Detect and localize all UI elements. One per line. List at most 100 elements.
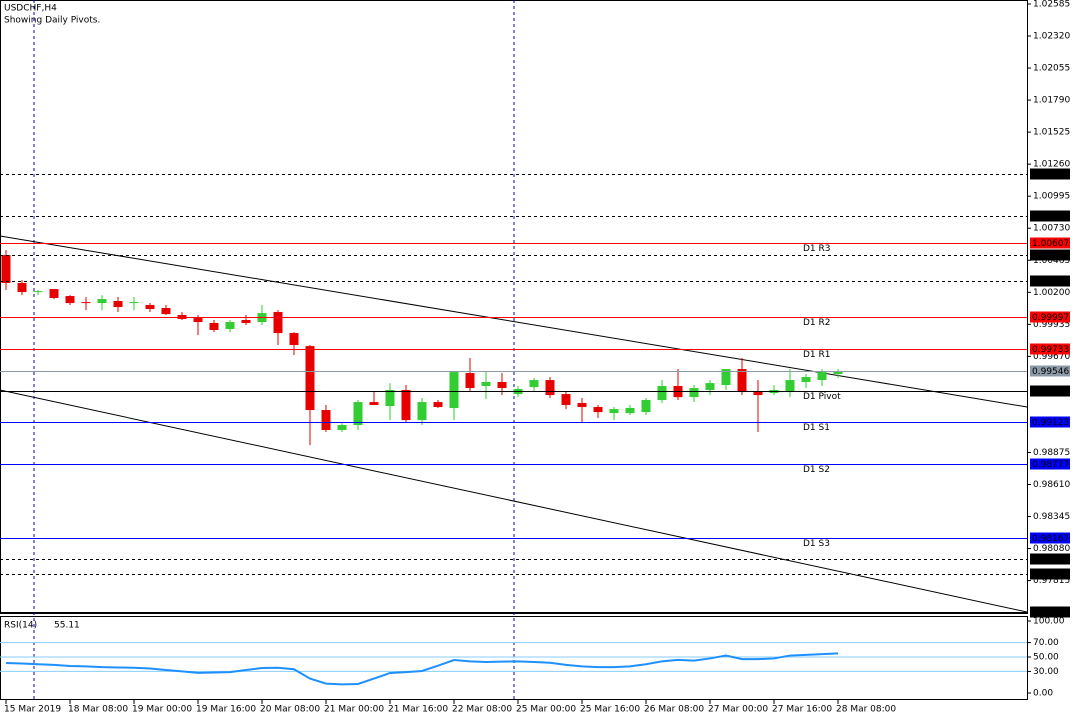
candle-body <box>753 392 763 396</box>
level-box-label: 1.00512 <box>1032 251 1069 261</box>
level-box <box>1030 606 1070 618</box>
level-box <box>1030 210 1070 222</box>
candle-body <box>417 402 427 421</box>
candle-body <box>321 410 331 430</box>
candle-body <box>545 380 555 396</box>
level-box-label: 0.99546 <box>1032 367 1069 377</box>
level-name: D1 S1 <box>803 423 830 433</box>
x-tick-label: 22 Mar 08:00 <box>452 705 512 715</box>
candle-body <box>737 369 747 393</box>
x-tick-label: 21 Mar 00:00 <box>324 705 384 715</box>
candle-body <box>385 389 395 407</box>
y-tick-label: 1.00465 <box>1033 256 1070 266</box>
y-tick-label: 1.00200 <box>1033 288 1070 298</box>
rsi-title: RSI(14) <box>4 621 37 631</box>
level-box <box>1030 553 1070 565</box>
y-tick-label: 1.01790 <box>1033 96 1070 106</box>
candle-body <box>65 296 75 304</box>
level-name: D1 S2 <box>803 465 830 475</box>
level-box-label: 0.98777 <box>1032 460 1069 470</box>
level-box <box>1030 168 1070 180</box>
x-tick-label: 27 Mar 16:00 <box>772 705 832 715</box>
level-box <box>1030 458 1070 470</box>
candle-body <box>833 371 843 375</box>
x-tick-label: 21 Mar 16:00 <box>388 705 448 715</box>
level-box-label: 1.01175 <box>1032 170 1069 180</box>
candle-body <box>97 299 107 304</box>
candle-body <box>241 319 251 324</box>
candle-body <box>113 300 123 308</box>
level-box <box>1030 416 1070 428</box>
level-name: D1 Pivot <box>803 392 841 402</box>
x-tick-label: 19 Mar 16:00 <box>196 705 256 715</box>
candle-body <box>209 323 219 331</box>
candle-body <box>465 373 475 389</box>
candle-body <box>129 302 139 304</box>
candle-body <box>17 282 27 293</box>
level-box <box>1030 311 1070 323</box>
x-tick-label: 20 Mar 08:00 <box>260 705 320 715</box>
rsi-y-tick-label: 30.00 <box>1033 667 1059 677</box>
chart-subtitle: Showing Daily Pivots. <box>4 16 100 26</box>
rsi-y-tick-label: 0.00 <box>1033 689 1053 699</box>
candle-body <box>305 346 315 411</box>
y-tick-label: 0.98610 <box>1033 480 1070 490</box>
level-box-label: 1.00607 <box>1032 239 1069 249</box>
candle-body <box>33 291 43 293</box>
candle-body <box>225 322 235 330</box>
y-tick-label: 1.02055 <box>1033 64 1070 74</box>
candle-body <box>785 380 795 393</box>
channel-line <box>0 389 1028 613</box>
candle-body <box>161 308 171 315</box>
candle-body <box>353 402 363 426</box>
y-tick-label: 0.98080 <box>1033 544 1070 554</box>
y-tick-label: 1.00995 <box>1033 192 1070 202</box>
y-tick-label: 0.99670 <box>1033 352 1070 362</box>
x-tick-label: 18 Mar 08:00 <box>68 705 128 715</box>
y-tick-label: 1.01525 <box>1033 128 1070 138</box>
level-box <box>1030 532 1070 544</box>
candle-body <box>449 372 459 408</box>
level-box-label: 0.99997 <box>1032 313 1069 323</box>
level-name: D1 R1 <box>803 350 831 360</box>
level-box-label: 0.97555 <box>1032 608 1069 618</box>
candle-body <box>193 318 203 323</box>
y-tick-label: 1.02320 <box>1033 32 1070 42</box>
candle-body <box>273 312 283 334</box>
candle-body <box>817 372 827 381</box>
candle-body <box>721 369 731 386</box>
candle-body <box>497 381 507 389</box>
level-box <box>1030 237 1070 249</box>
candle-body <box>705 383 715 390</box>
y-tick-label: 1.01260 <box>1033 160 1070 170</box>
candle-body <box>433 402 443 408</box>
candle-body <box>625 407 635 414</box>
rsi-y-tick-label: 100.00 <box>1033 617 1065 627</box>
candle-body <box>593 407 603 413</box>
candle-body <box>289 333 299 346</box>
level-box-label: 0.97996 <box>1032 555 1069 565</box>
x-tick-label: 25 Mar 00:00 <box>516 705 576 715</box>
rsi-y-tick-label: 70.00 <box>1033 638 1059 648</box>
x-tick-label: 15 Mar 2019 <box>4 705 61 715</box>
y-tick-label: 0.98875 <box>1033 448 1070 458</box>
level-box-label: 0.99123 <box>1032 418 1069 428</box>
x-tick-label: 28 Mar 08:00 <box>836 705 896 715</box>
rsi-frame <box>0 616 1028 700</box>
level-box-label: 0.98167 <box>1032 534 1069 544</box>
y-tick-label: 0.98345 <box>1033 512 1070 522</box>
candle-body <box>657 385 667 401</box>
candle-body <box>1 255 11 283</box>
level-box-label: 0.99387 <box>1032 387 1069 397</box>
chart-title: USDCHF,H4 <box>4 4 57 14</box>
x-tick-label: 26 Mar 08:00 <box>644 705 704 715</box>
candle-body <box>369 402 379 405</box>
rsi-value: 55.11 <box>54 621 80 631</box>
level-box <box>1030 365 1070 377</box>
y-tick-label: 0.97815 <box>1033 576 1070 586</box>
candle-body <box>401 389 411 421</box>
level-name: D1 R2 <box>803 318 831 328</box>
level-box-label: 1.00834 <box>1032 212 1069 222</box>
